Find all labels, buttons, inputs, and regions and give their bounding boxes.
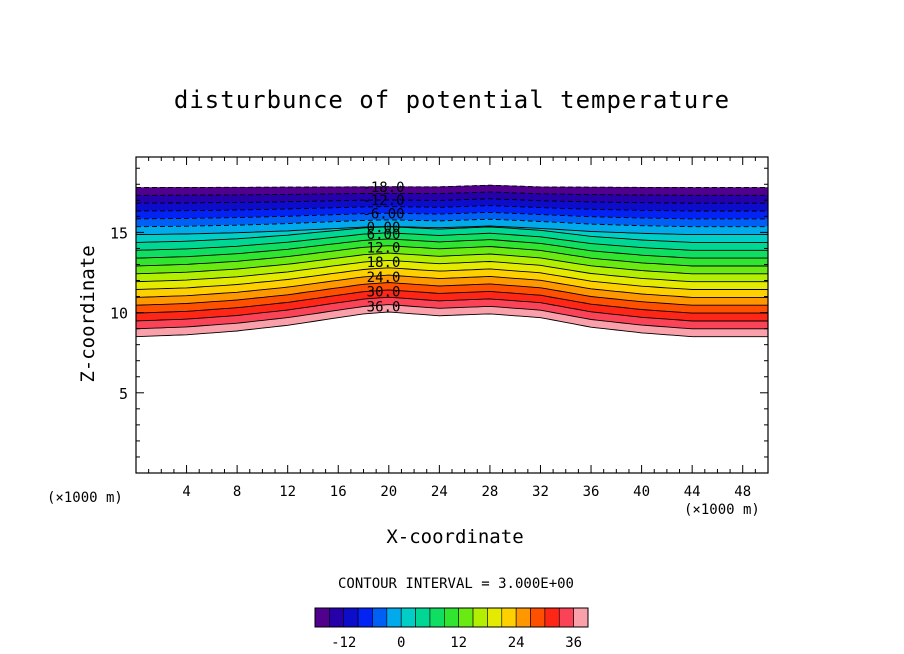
contour-line bbox=[135, 274, 768, 298]
contour-label: 30.0 bbox=[367, 285, 401, 301]
contour-interval-label: CONTOUR INTERVAL = 3.000E+00 bbox=[337, 576, 574, 592]
x-tick-label: 4 bbox=[182, 484, 190, 500]
colorbar-cell bbox=[429, 607, 445, 628]
chart-title: disturbunce of potential temperature bbox=[173, 86, 731, 114]
colorbar-cell bbox=[515, 607, 531, 628]
x-tick-label: 28 bbox=[481, 484, 498, 500]
contour-line bbox=[135, 304, 768, 330]
colorbar: -12 0 12 24 36 bbox=[314, 607, 589, 651]
colorbar-cell bbox=[487, 607, 503, 628]
colorbar-cell bbox=[372, 607, 388, 628]
colorbar-cell bbox=[343, 607, 359, 628]
contour-line bbox=[135, 232, 768, 251]
colorbar-cell bbox=[558, 607, 574, 628]
contour-line bbox=[136, 191, 768, 196]
contour-line bbox=[135, 198, 768, 204]
y-unit-label: (×1000 m) bbox=[47, 490, 123, 506]
contour-label: 12.0 bbox=[367, 240, 401, 256]
colorbar-tick-label: 0 bbox=[397, 635, 405, 651]
x-axis-label: X-coordinate bbox=[386, 526, 524, 548]
colorbar-cell bbox=[314, 607, 330, 628]
x-tick-label: 48 bbox=[734, 484, 751, 500]
contour-line bbox=[136, 218, 768, 228]
filled-contours bbox=[135, 184, 769, 338]
contour-line bbox=[135, 259, 768, 283]
contour-lines bbox=[135, 184, 768, 338]
contour-label: 36.0 bbox=[367, 299, 401, 315]
y-tick-label: 5 bbox=[119, 385, 128, 403]
x-tick-label: 36 bbox=[583, 484, 600, 500]
colorbar-cell bbox=[573, 607, 589, 628]
x-tick-label: 32 bbox=[532, 484, 549, 500]
contour-line bbox=[135, 211, 768, 220]
colorbar-cell bbox=[400, 607, 416, 628]
contour-label: -18.0 bbox=[362, 180, 404, 196]
colorbar-cell bbox=[444, 607, 459, 628]
colorbar-cell bbox=[458, 607, 474, 628]
colorbar-tick-label: -12 bbox=[331, 635, 356, 651]
x-tick-label: 8 bbox=[233, 484, 241, 500]
colorbar-tick-label: 36 bbox=[565, 635, 582, 651]
contour-label: 0.00 bbox=[367, 220, 401, 236]
contour-label: 18.0 bbox=[367, 255, 401, 271]
contour-line bbox=[135, 252, 768, 275]
colorbar-tick-label: 24 bbox=[508, 635, 525, 651]
x-tick-label: 44 bbox=[684, 484, 701, 500]
contour-line bbox=[136, 184, 768, 188]
x-tick-label: 20 bbox=[380, 484, 397, 500]
colorbar-cell bbox=[501, 607, 517, 628]
colorbar-tick-label: 12 bbox=[450, 635, 467, 651]
contour-label: 6.00 bbox=[367, 227, 401, 243]
colorbar-cell bbox=[415, 607, 431, 628]
colorbar-cell bbox=[386, 607, 402, 628]
contour-line bbox=[135, 226, 768, 243]
contour-line bbox=[135, 311, 768, 338]
contour-line bbox=[135, 267, 768, 290]
x-tick-label: 12 bbox=[279, 484, 296, 500]
contour-line bbox=[135, 238, 768, 259]
y-tick-label: 10 bbox=[110, 305, 128, 323]
contour-line bbox=[135, 282, 768, 306]
contour-line bbox=[135, 245, 768, 267]
contour-line bbox=[136, 205, 768, 212]
x-unit-label: (×1000 m) bbox=[684, 502, 760, 518]
x-tick-label: 24 bbox=[431, 484, 448, 500]
x-tick-label: 16 bbox=[330, 484, 347, 500]
colorbar-cell bbox=[530, 607, 546, 628]
y-tick-label: 15 bbox=[110, 224, 128, 242]
contour-label: 24.0 bbox=[367, 270, 401, 286]
x-tick-label: 40 bbox=[633, 484, 650, 500]
colorbar-frame bbox=[314, 607, 589, 628]
colorbar-cell bbox=[472, 607, 488, 628]
colorbar-cell bbox=[329, 607, 345, 628]
contour-labels: -18.0-12.0-6.000.006.0012.018.024.030.03… bbox=[362, 180, 404, 316]
colorbar-cell bbox=[357, 607, 373, 628]
contour-line bbox=[135, 225, 768, 236]
contour-line bbox=[135, 289, 768, 314]
colorbar-cell bbox=[544, 607, 560, 628]
contour-label: -12.0 bbox=[362, 193, 404, 209]
contour-label: -6.00 bbox=[362, 207, 404, 223]
contour-line bbox=[135, 296, 768, 322]
